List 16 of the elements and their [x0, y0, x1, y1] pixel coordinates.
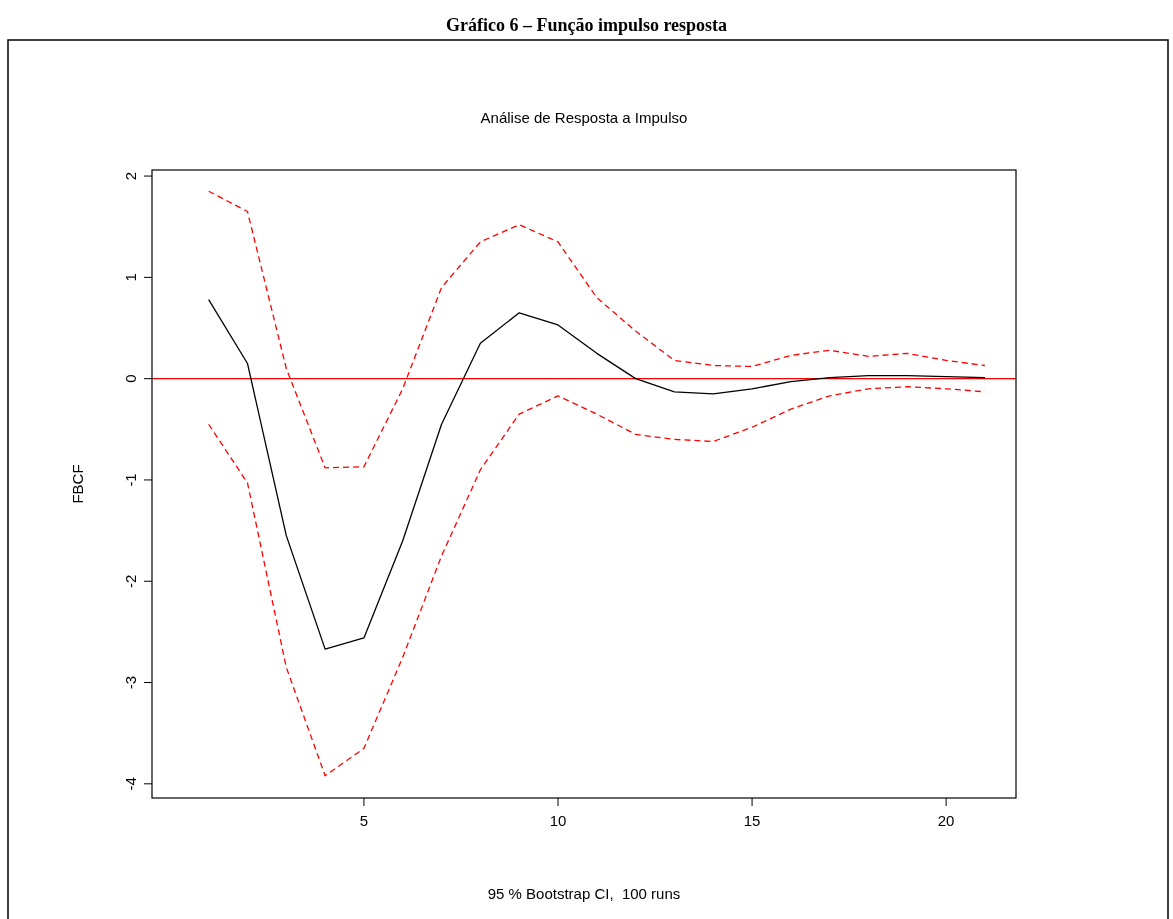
x-tick-label: 20: [937, 812, 955, 829]
y-tick-label: 0: [122, 374, 139, 383]
y-tick-label: -2: [122, 574, 139, 588]
y-tick-label: 2: [122, 171, 139, 181]
x-tick-label: 15: [743, 812, 761, 829]
chart-title: Gráfico 6 – Função impulso resposta: [445, 15, 728, 35]
y-tick-label: -3: [122, 675, 139, 690]
x-tick-label: 10: [549, 812, 567, 829]
chart-subtitle: Análise de Resposta a Impulso: [480, 109, 688, 126]
y-tick-label: -4: [122, 777, 139, 791]
y-tick-label: -1: [122, 473, 139, 487]
x-tick-label: 5: [359, 812, 369, 829]
y-axis-title: FBCF: [69, 464, 86, 504]
y-tick-label: 1: [122, 273, 139, 282]
x-axis-title: 95 % Bootstrap CI, 100 runs: [487, 885, 681, 902]
line-series: [208, 299, 986, 650]
